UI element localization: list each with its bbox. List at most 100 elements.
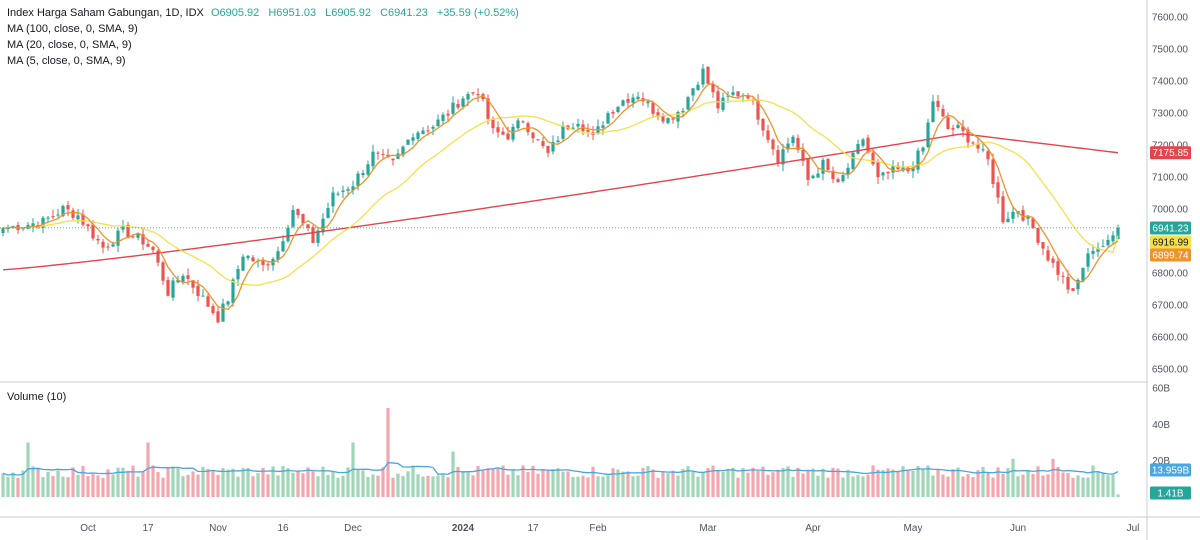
candle-body (51, 216, 55, 218)
legend-ma20[interactable]: MA (20, close, 0, SMA, 9) (7, 39, 132, 51)
price-tag-label: 7175.85 (1152, 148, 1189, 159)
candle-body (781, 149, 785, 165)
candle-body (631, 97, 635, 103)
price-tick-label: 7500.00 (1152, 45, 1189, 56)
volume-bar (686, 466, 690, 497)
volume-bar (996, 467, 1000, 497)
volume-bar (666, 473, 670, 497)
time-axis[interactable]: Oct 17 Nov 16 Dec 2024 17 Feb Mar Apr May Jun Jul (80, 523, 1139, 534)
candle-body (341, 190, 345, 192)
volume-bar (991, 477, 995, 497)
volume-bar (206, 468, 210, 497)
time-tick-label: Oct (80, 523, 96, 534)
candle-body (886, 171, 890, 174)
volume-bar (51, 475, 55, 497)
volume-bar (876, 469, 880, 497)
candle-body (251, 257, 255, 262)
candle-body (331, 192, 335, 207)
candle-body (91, 224, 95, 239)
volume-bar (621, 471, 625, 497)
candle-body (461, 98, 465, 107)
candle-body (76, 215, 80, 220)
candle-body (626, 99, 630, 103)
candle-body (1031, 218, 1035, 229)
candle-body (561, 125, 565, 139)
volume-bar (211, 469, 215, 497)
candle-body (716, 91, 720, 109)
candle-body (411, 137, 415, 141)
volume-bar (551, 469, 555, 497)
candle-body (441, 114, 445, 121)
volume-bar (66, 477, 70, 497)
candle-body (746, 95, 750, 99)
volume-bar (1046, 474, 1050, 497)
volume-bar (591, 466, 595, 497)
volume-bar (451, 451, 455, 497)
volume-bar (916, 466, 920, 497)
candle-body (941, 108, 945, 117)
volume-tag-label: 1.41B (1157, 489, 1183, 500)
time-tick-label: Feb (589, 523, 607, 534)
legend-ma5[interactable]: MA (5, close, 0, SMA, 9) (7, 55, 126, 67)
candle-body (966, 129, 970, 143)
candle-body (556, 140, 560, 143)
volume-bar (531, 465, 535, 497)
candle-body (146, 243, 150, 247)
volume-bar (806, 469, 810, 497)
volume-bar (906, 471, 910, 497)
candle-body (111, 244, 115, 247)
legend-symbol: Index Harga Saham Gabungan, 1D, IDX (7, 7, 204, 19)
volume-bar (1061, 472, 1065, 497)
candle-body (1076, 279, 1080, 290)
legend-ma100[interactable]: MA (100, close, 0, SMA, 9) (7, 23, 138, 35)
candle-body (1086, 253, 1090, 267)
volume-bar (316, 476, 320, 497)
price-tags: 7175.85 6941.23 6916.99 6899.74 13.959B 1.41B (1150, 146, 1191, 500)
volume-pane-label[interactable]: Volume (10) (7, 391, 67, 403)
candle-body (611, 111, 615, 114)
candle-body (191, 280, 195, 288)
candle-body (156, 250, 160, 263)
candle-body (276, 251, 280, 260)
volume-bar (391, 477, 395, 497)
price-tick-label: 7100.00 (1152, 173, 1189, 184)
moving-average-lines (0, 82, 1120, 311)
candle-body (81, 214, 85, 225)
candle-body (511, 126, 515, 140)
volume-bar (251, 476, 255, 497)
candle-body (1021, 209, 1025, 221)
volume-bar (1096, 471, 1100, 497)
volume-bar (371, 474, 375, 497)
volume-bar (306, 467, 310, 497)
volume-bar (21, 470, 25, 497)
volume-bar (231, 468, 235, 497)
candle-body (676, 111, 680, 122)
volume-bar (896, 470, 900, 497)
volume-bar (221, 468, 225, 497)
volume-bar (411, 465, 415, 497)
candle-body (1, 228, 5, 233)
candle-body (471, 92, 475, 94)
candle-body (711, 83, 715, 93)
volume-bar (586, 477, 590, 497)
volume-bar (226, 469, 230, 497)
candle-body (366, 164, 370, 175)
candle-body (186, 275, 190, 279)
candle-body (856, 144, 860, 154)
volume-bar (116, 467, 120, 497)
volume-bar (601, 476, 605, 497)
candle-body (811, 175, 815, 179)
candle-body (836, 179, 840, 183)
volume-bar (886, 468, 890, 497)
candle-body (1071, 288, 1075, 291)
volume-bar (336, 477, 340, 497)
volume-bar (746, 472, 750, 497)
volume-bar (691, 471, 695, 497)
candle-body (171, 280, 175, 298)
candle-body (211, 306, 215, 314)
volume-bar (511, 469, 515, 497)
volume-bar (956, 467, 960, 497)
volume-bar (76, 474, 80, 497)
volume-bar (216, 474, 220, 497)
